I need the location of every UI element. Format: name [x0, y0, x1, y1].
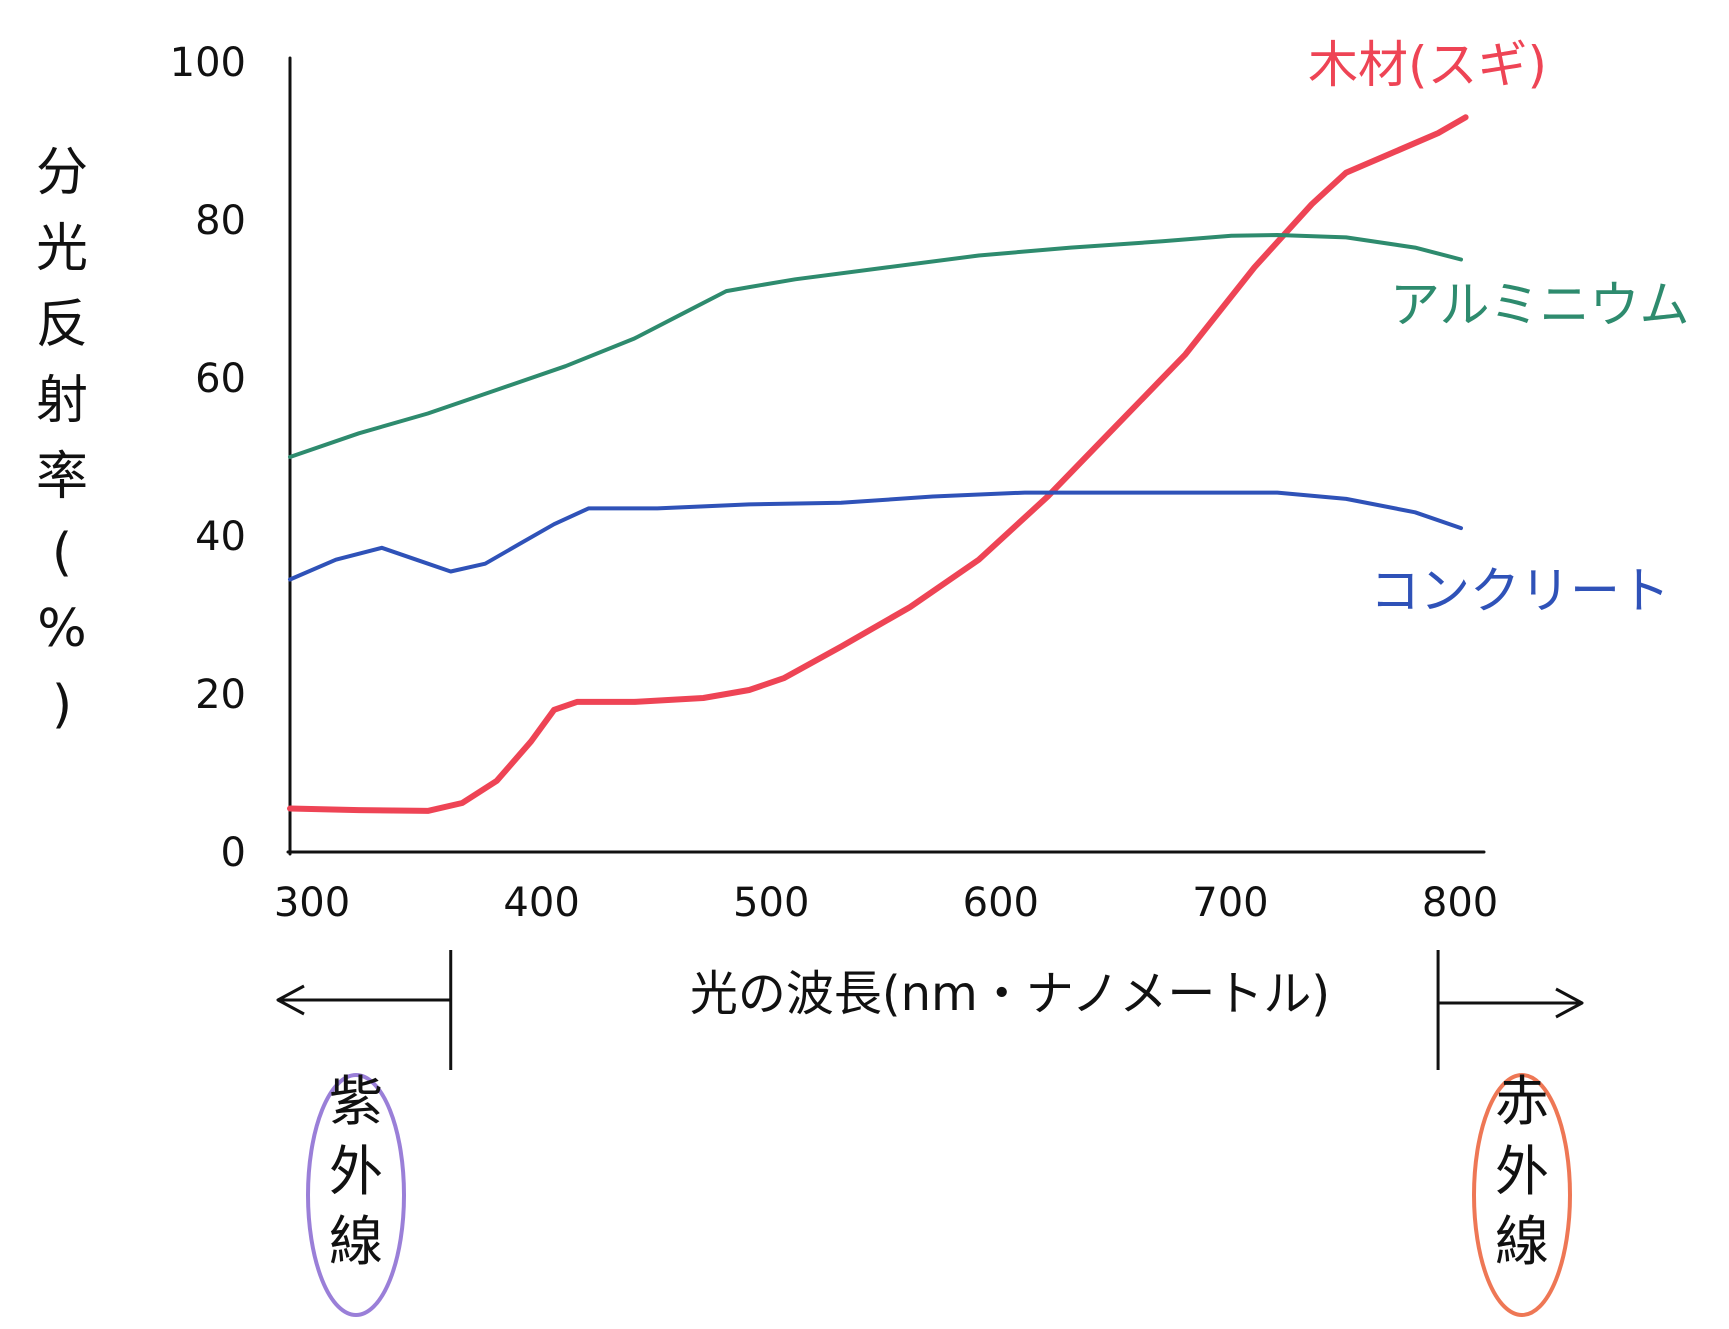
y-axis-label-char: %	[37, 599, 86, 659]
x-axis-label: 光の波長(nm・ナノメートル)	[690, 966, 1330, 1022]
y-axis-label-char: )	[52, 675, 72, 735]
region-label-char: 外	[1495, 1140, 1549, 1203]
x-tick-label: 700	[1192, 880, 1268, 926]
x-tick-label: 400	[503, 880, 579, 926]
series-line	[288, 233, 1463, 459]
x-tick-label: 300	[274, 880, 350, 926]
region-circle	[306, 1073, 406, 1317]
y-tick-label: 100	[170, 40, 246, 86]
series-label: アルミニウム	[1390, 276, 1690, 334]
y-axis-label-char: 射	[36, 371, 88, 431]
y-tick-label: 40	[195, 514, 246, 560]
arrow-head-icon	[1555, 987, 1584, 1019]
y-tick-label: 20	[195, 672, 246, 718]
y-axis-label-char: 分	[36, 143, 88, 203]
y-axis-label-char: 率	[36, 447, 88, 507]
region-label-char: 外	[329, 1140, 383, 1203]
infrared-marker: 赤外線	[1436, 950, 1584, 1317]
y-axis-label-char: (	[52, 523, 72, 583]
y-axis-label-char: 反	[36, 295, 88, 355]
x-tick-label: 500	[733, 880, 809, 926]
y-tick-label: 60	[195, 356, 246, 402]
region-circle	[1472, 1073, 1572, 1317]
ultraviolet-marker: 紫外線	[276, 950, 453, 1317]
series-line	[288, 490, 1463, 582]
y-tick-label: 0	[221, 830, 246, 876]
series-label: 木材(スギ)	[1308, 36, 1547, 94]
region-label-char: 線	[1495, 1210, 1549, 1273]
series-label: コンクリート	[1370, 562, 1670, 620]
series-line	[287, 114, 1469, 814]
y-tick-label: 80	[195, 198, 246, 244]
x-tick-label: 800	[1422, 880, 1498, 926]
region-label-char: 線	[329, 1210, 383, 1273]
y-axis-label-char: 光	[36, 219, 88, 279]
x-tick-label: 600	[963, 880, 1039, 926]
arrow-head-icon	[276, 984, 305, 1016]
region-label-char: 赤	[1495, 1070, 1549, 1133]
region-label-char: 紫	[329, 1070, 383, 1133]
